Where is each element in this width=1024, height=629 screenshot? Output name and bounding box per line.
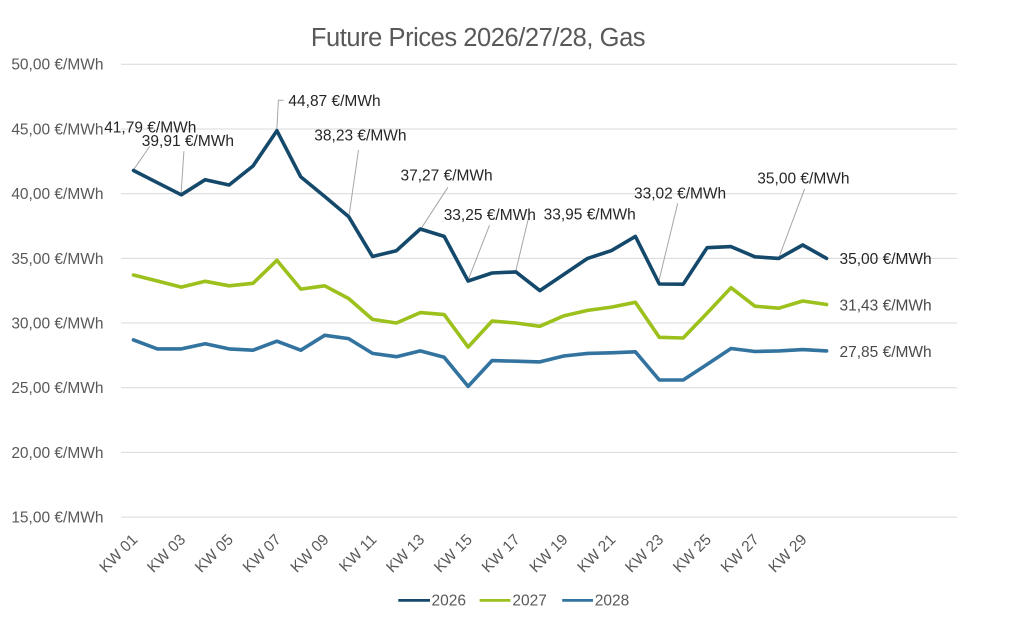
svg-text:40,00 €/MWh: 40,00 €/MWh <box>11 186 103 203</box>
svg-text:37,27 €/MWh: 37,27 €/MWh <box>401 167 493 184</box>
svg-text:20,00 €/MWh: 20,00 €/MWh <box>11 445 103 462</box>
svg-text:Future Prices 2026/27/28, Gas: Future Prices 2026/27/28, Gas <box>311 24 645 52</box>
svg-text:2027: 2027 <box>512 592 546 609</box>
svg-text:39,91 €/MWh: 39,91 €/MWh <box>142 133 234 150</box>
svg-text:45,00 €/MWh: 45,00 €/MWh <box>11 121 103 138</box>
svg-text:2026: 2026 <box>432 592 466 609</box>
svg-text:15,00 €/MWh: 15,00 €/MWh <box>11 510 103 527</box>
svg-text:33,95 €/MWh: 33,95 €/MWh <box>544 207 636 224</box>
svg-text:41,79 €/MWh: 41,79 €/MWh <box>104 120 196 137</box>
svg-text:2028: 2028 <box>595 592 629 609</box>
svg-text:35,00 €/MWh: 35,00 €/MWh <box>840 251 932 268</box>
svg-text:44,87 €/MWh: 44,87 €/MWh <box>288 93 380 110</box>
svg-text:25,00 €/MWh: 25,00 €/MWh <box>11 380 103 397</box>
svg-text:33,25 €/MWh: 33,25 €/MWh <box>444 207 536 224</box>
svg-text:50,00 €/MWh: 50,00 €/MWh <box>11 57 103 74</box>
svg-text:31,43 €/MWh: 31,43 €/MWh <box>840 298 932 315</box>
svg-text:38,23 €/MWh: 38,23 €/MWh <box>314 128 406 145</box>
svg-text:33,02 €/MWh: 33,02 €/MWh <box>634 186 726 203</box>
svg-text:35,00 €/MWh: 35,00 €/MWh <box>757 170 849 187</box>
svg-text:30,00 €/MWh: 30,00 €/MWh <box>11 315 103 332</box>
svg-text:35,00 €/MWh: 35,00 €/MWh <box>11 251 103 268</box>
svg-text:27,85 €/MWh: 27,85 €/MWh <box>840 344 932 361</box>
